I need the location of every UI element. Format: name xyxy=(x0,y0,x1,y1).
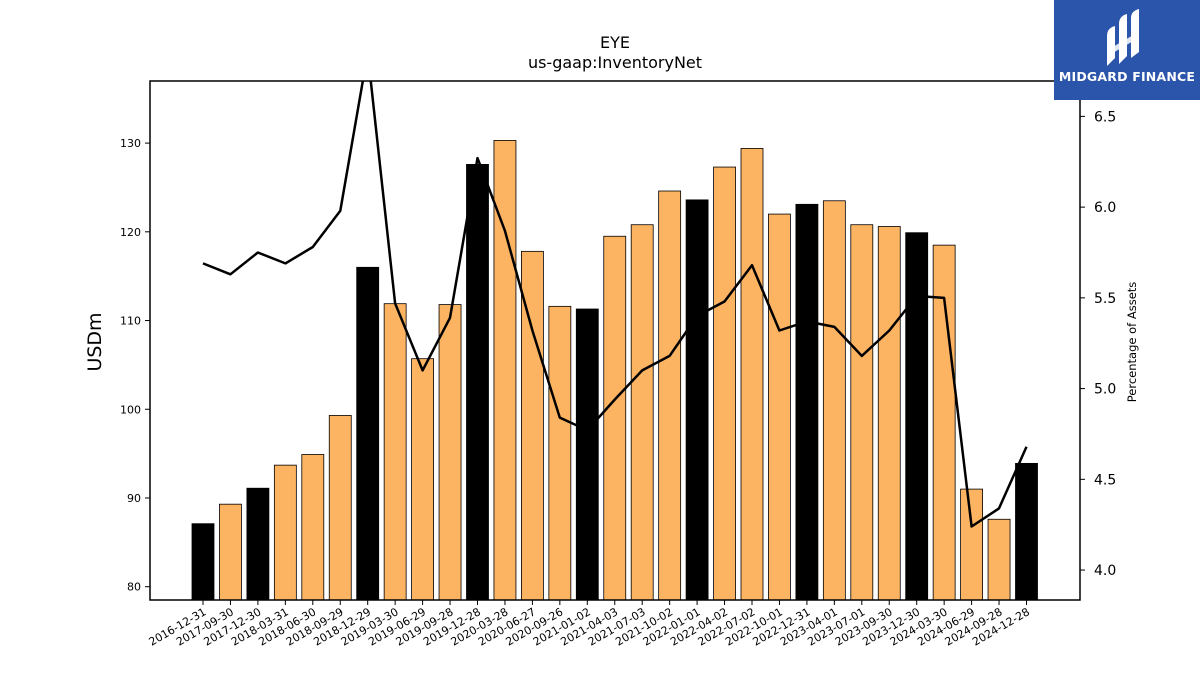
chart-title: EYE xyxy=(600,33,630,52)
midgard-logo-icon xyxy=(1107,9,1139,66)
bar-2024-06-29 xyxy=(960,488,983,601)
bar-2021-07-03 xyxy=(630,224,654,601)
line-group xyxy=(202,81,1028,528)
bar-2023-12-30 xyxy=(905,232,929,601)
bar-2016-12-31 xyxy=(191,523,215,601)
y-tick-right-label: 6.0 xyxy=(1094,200,1116,216)
chart-subtitle: us-gaap:InventoryNet xyxy=(528,53,702,72)
bar-2024-09-28 xyxy=(987,518,1011,601)
y-tick-left-label: 80 xyxy=(127,581,141,594)
y-axis-left: 80 90 100 110 120 130 xyxy=(120,137,150,594)
y-tick-left-label: 100 xyxy=(120,403,141,416)
bar-2019-09-28 xyxy=(438,304,462,601)
bar-2018-12-29 xyxy=(356,266,380,601)
bar-2018-06-30 xyxy=(301,454,325,601)
y-tick-right-label: 5.5 xyxy=(1094,291,1116,307)
y-tick-right-label: 4.5 xyxy=(1094,472,1116,488)
x-axis: 2016-12-312017-09-302017-12-302018-03-31… xyxy=(147,600,1032,649)
bar-2019-12-28 xyxy=(466,163,489,601)
y-tick-left-label: 90 xyxy=(127,492,141,505)
y-axis-label-right: Percentage of Assets xyxy=(1125,282,1139,403)
y-tick-left-label: 110 xyxy=(120,315,141,328)
bar-2017-09-30 xyxy=(219,503,242,601)
bar-2023-09-30 xyxy=(877,226,901,601)
bar-2019-06-29 xyxy=(411,358,435,601)
bar-2022-07-02 xyxy=(740,148,764,601)
bar-2023-04-01 xyxy=(822,200,846,601)
bar-2020-09-26 xyxy=(548,305,572,601)
bar-2023-07-01 xyxy=(850,224,874,601)
y-tick-left-label: 120 xyxy=(120,226,141,239)
bars-group xyxy=(191,140,1038,601)
bar-2022-12-31 xyxy=(795,203,819,601)
y-axis-label-left: USDm xyxy=(84,312,106,371)
bar-2021-10-02 xyxy=(658,190,682,601)
bar-2022-04-02 xyxy=(713,166,736,601)
bar-2018-09-29 xyxy=(328,415,352,601)
y-tick-right-label: 6.5 xyxy=(1094,109,1116,125)
bar-2022-01-01 xyxy=(685,199,709,601)
bar-2017-12-30 xyxy=(246,487,270,601)
y-tick-right-label: 4.0 xyxy=(1094,563,1116,579)
y-tick-left-label: 130 xyxy=(120,137,141,150)
y-axis-right: 4.0 4.5 5.0 5.5 6.0 6.5 xyxy=(1080,109,1116,579)
bar-2022-10-01 xyxy=(768,213,791,601)
bar-2019-03-30 xyxy=(383,303,407,601)
y-tick-right-label: 5.0 xyxy=(1094,382,1116,398)
bar-2021-04-03 xyxy=(603,235,627,601)
bar-2024-12-28 xyxy=(1015,462,1038,601)
bar-2018-03-31 xyxy=(273,464,297,601)
brand-name: MIDGARD FINANCE xyxy=(1058,69,1196,84)
brand-logo: MIDGARD FINANCE xyxy=(1054,0,1200,100)
bar-2021-01-02 xyxy=(575,308,599,601)
